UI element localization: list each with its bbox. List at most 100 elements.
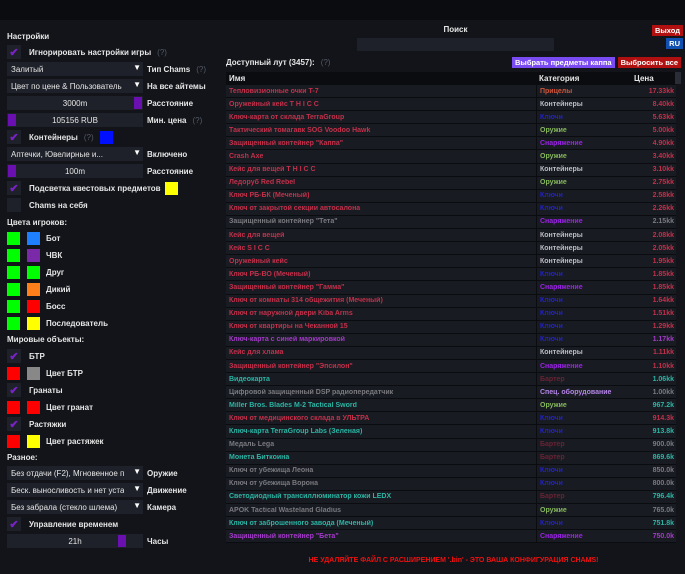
table-row[interactable]: Защищенный контейнер "Каппа" Снаряжение 4.… <box>226 137 676 151</box>
player-color-swatch-2[interactable] <box>27 282 40 296</box>
help-icon[interactable]: (?) <box>157 47 167 57</box>
hours-label: Часы <box>147 536 169 546</box>
slider-handle[interactable] <box>118 535 126 547</box>
table-row[interactable]: Кейс для хлама Контейнеры 1.11kk <box>226 346 676 360</box>
hours-slider[interactable]: 21h <box>7 534 143 548</box>
table-row[interactable]: Видеокарта Бартер 1.06kk <box>226 373 676 387</box>
btr-color-swatch-1[interactable] <box>7 366 20 380</box>
help-icon[interactable]: (?) <box>83 132 94 142</box>
table-row[interactable]: Кейс для вещей Контейнеры 2.08kk <box>226 229 676 243</box>
table-row[interactable]: Защищенный контейнер "Тета" Снаряжение 2.1… <box>226 215 676 230</box>
camera-dropdown[interactable]: Без забрала (стекло шлема) ▼ <box>7 500 143 514</box>
item-category: Контейнеры <box>536 163 634 176</box>
help-icon[interactable]: (?) <box>196 64 207 74</box>
table-row[interactable]: Оружейный кейс Контейнеры 1.95kk <box>226 255 676 269</box>
player-color-swatch-1[interactable] <box>7 231 20 245</box>
item-category: Ключи <box>536 477 634 490</box>
table-row[interactable]: Ключ от комнаты 314 общежития (Меченый) К… <box>226 294 676 308</box>
help-icon[interactable]: (?) <box>192 115 203 125</box>
table-row[interactable]: Тактический томагавк SOG Voodoo Hawk Оруж… <box>226 124 676 138</box>
table-row[interactable]: Ключ-карта с синей маркировкой Ключи 1.17k… <box>226 333 676 347</box>
table-row[interactable]: Ключ РБ-БК (Меченый) Ключи 2.58kk <box>226 189 676 203</box>
player-color-swatch-1[interactable] <box>7 265 20 279</box>
table-row[interactable]: Защищенный контейнер "Бета" Снаряжение 750… <box>226 530 676 544</box>
item-name: Видеокарта <box>229 375 270 383</box>
table-row[interactable]: Ключ от квартиры на Чеканной 15 Ключи 1.29… <box>226 320 676 334</box>
table-row[interactable]: Оружейный кейс T H I C C Контейнеры 8.40kk <box>226 98 676 112</box>
slider-handle[interactable] <box>8 165 16 177</box>
player-color-swatch-1[interactable] <box>7 248 20 262</box>
min-price-slider[interactable]: 105156 RUB <box>7 113 143 127</box>
table-row[interactable]: Ключ-карта от склада TerraGroup Ключи 5.63… <box>226 111 676 125</box>
player-color-swatch-2[interactable] <box>27 248 40 262</box>
column-name[interactable]: Имя <box>229 74 246 83</box>
quest-highlight-checkbox[interactable]: ✔ Подсветка квестовых предметов <box>7 181 219 195</box>
grenade-color-swatch-1[interactable] <box>7 400 20 414</box>
loot-help-icon[interactable]: (?) <box>320 58 331 67</box>
all-items-dropdown[interactable]: Цвет по цене & Пользователь ▼ <box>7 79 143 93</box>
player-color-swatch-1[interactable] <box>7 282 20 296</box>
select-kappa-button[interactable]: Выбрать предметы каппа <box>512 57 615 68</box>
column-price[interactable]: Цена <box>634 74 654 83</box>
player-color-swatch-2[interactable] <box>27 299 40 313</box>
table-row[interactable]: Защищенный контейнер "Гамма" Снаряжение 1.… <box>226 281 676 295</box>
search-input[interactable] <box>357 38 554 51</box>
movement-dropdown[interactable]: Беск. выносливость и нет уста ▼ <box>7 483 143 497</box>
slider-handle[interactable] <box>8 114 16 126</box>
chams-self-checkbox[interactable]: Chams на себя <box>7 198 219 212</box>
table-row[interactable]: Кейс S I C C Контейнеры 2.05kk <box>226 242 676 256</box>
table-row[interactable]: Ключ от медицинского склада в УЛЬТРА Ключ… <box>226 412 676 426</box>
table-row[interactable]: Медаль Lega Бартер 900.0k <box>226 438 676 452</box>
grenade-color-swatch-2[interactable] <box>27 400 40 414</box>
time-control-checkbox[interactable]: ✔ Управление временем <box>7 517 219 531</box>
drop-all-button[interactable]: Выбросить все <box>617 57 681 68</box>
item-name: Ключ от закрытой секции автосалона <box>229 205 361 213</box>
all-items-value: Цвет по цене & Пользователь <box>11 81 122 91</box>
table-row[interactable]: APOK Tactical Wasteland Gladius Оружие 765… <box>226 504 676 518</box>
dropdown-arrow-icon: ▼ <box>133 63 141 72</box>
player-color-swatch-1[interactable] <box>7 299 20 313</box>
grenades-checkbox[interactable]: ✔ Гранаты <box>7 383 219 397</box>
column-category[interactable]: Категория <box>539 74 580 83</box>
table-row[interactable]: Ключ-карта TerraGroup Labs (Зеленая) Ключ… <box>226 425 676 439</box>
table-row[interactable]: Ключ РБ-ВО (Меченый) Ключи 1.85kk <box>226 268 676 282</box>
player-color-swatch-2[interactable] <box>27 265 40 279</box>
table-row[interactable]: Светодиодный трансиллюминатор кожи LEDX Б… <box>226 490 676 504</box>
player-color-swatch-1[interactable] <box>7 316 20 330</box>
containers-checkbox[interactable]: ✔ Контейнеры (?) <box>7 130 219 144</box>
table-row[interactable]: Miller Bros. Blades M-2 Tactical Sword Ор… <box>226 399 676 413</box>
table-row[interactable]: Ключ от заброшенного завода (Меченый) Клю… <box>226 517 676 531</box>
slider-handle[interactable] <box>134 97 142 109</box>
tripwire-color-swatch-2[interactable] <box>27 434 40 448</box>
table-row[interactable]: Тепловизионные очки T-7 Прицелы 17.33kk <box>226 85 676 99</box>
ignore-game-checkbox[interactable]: ✔ Игнорировать настройки игры (?) <box>7 45 219 59</box>
table-row[interactable]: Кейс для вещей T H I C C Контейнеры 3.10kk <box>226 163 676 177</box>
player-color-swatch-2[interactable] <box>27 316 40 330</box>
table-row[interactable]: Ледоруб Red Rebel Оружие 2.75kk <box>226 176 676 190</box>
table-row[interactable]: Ключ от убежища Ворона Ключи 800.0k <box>226 477 676 491</box>
chams-type-dropdown[interactable]: Залитый ▼ <box>7 62 143 76</box>
distance-slider[interactable]: 3000m <box>7 96 143 110</box>
weapon-dropdown[interactable]: Без отдачи (F2), Мгновенное п ▼ <box>7 466 143 480</box>
chams-self-label: Chams на себя <box>29 200 88 210</box>
table-row[interactable]: Цифровой защищенный DSP радиопередатчик С… <box>226 386 676 400</box>
exit-button[interactable]: Выход <box>651 25 683 36</box>
language-button[interactable]: RU <box>666 38 683 49</box>
container-distance-slider[interactable]: 100m <box>7 164 143 178</box>
btr-checkbox[interactable]: ✔ БТР <box>7 349 219 363</box>
table-row[interactable]: Ключ от наружной двери Kiba Arms Ключи 1.5… <box>226 307 676 321</box>
containers-color-swatch[interactable] <box>99 130 113 144</box>
table-row[interactable]: Защищенный контейнер "Эпсилон" Снаряжение… <box>226 359 676 374</box>
scrollbar[interactable] <box>675 72 681 84</box>
quest-color-swatch[interactable] <box>164 181 178 195</box>
player-color-swatch-2[interactable] <box>27 231 40 245</box>
btr-color-swatch-2[interactable] <box>27 366 40 380</box>
item-name: Ключ от медицинского склада в УЛЬТРА <box>229 414 370 422</box>
enabled-dropdown[interactable]: Аптечки, Ювелирные и... ▼ <box>7 147 143 161</box>
table-row[interactable]: Монета Биткоина Бартер 869.6k <box>226 451 676 465</box>
table-row[interactable]: Crash Axe Оружие 3.40kk <box>226 150 676 164</box>
tripwires-checkbox[interactable]: ✔ Растяжки <box>7 417 219 431</box>
table-row[interactable]: Ключ от закрытой секции автосалона Ключи 2… <box>226 202 676 216</box>
tripwire-color-swatch-1[interactable] <box>7 434 20 448</box>
table-row[interactable]: Ключ от убежища Леона Ключи 850.0k <box>226 464 676 478</box>
